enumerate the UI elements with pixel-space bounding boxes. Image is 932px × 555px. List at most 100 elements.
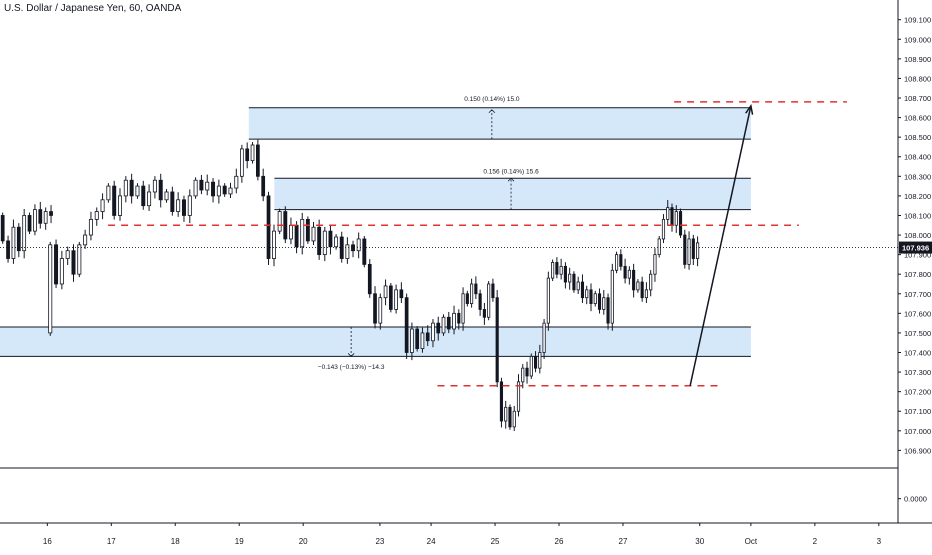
candle-body [59, 258, 64, 285]
candle-body [129, 179, 134, 197]
candle-body [657, 238, 661, 256]
candle-body [100, 199, 105, 212]
candle-body [436, 322, 441, 334]
candle-body [474, 283, 478, 295]
candle-body [602, 297, 606, 310]
candle-body [383, 285, 388, 299]
candle-body [678, 211, 683, 236]
y-tick-label: 108.100 [904, 211, 931, 220]
chart-title: U.S. Dollar / Japanese Yen, 60, OANDA [4, 3, 182, 14]
zone-middle [274, 178, 751, 210]
candle-body [0, 215, 5, 242]
candle-body [516, 381, 521, 412]
candle-body [589, 289, 593, 304]
candle-body [580, 281, 585, 299]
measure-lower-arrowhead [347, 353, 355, 357]
candle-body [499, 381, 504, 422]
candle-body [666, 207, 670, 220]
candle-body [404, 297, 409, 353]
last-price-label: 107.936 [902, 244, 929, 253]
candle-body [118, 195, 123, 216]
candle-body [277, 211, 282, 232]
candle-body [38, 209, 43, 224]
candle-body [112, 185, 117, 216]
y-tick-label: 107.500 [904, 329, 931, 338]
candle-body [572, 273, 576, 291]
trend-arrow-line [689, 105, 752, 386]
y-tick-label: 108.000 [904, 231, 931, 240]
x-tick-label: 18 [171, 537, 180, 546]
candle-body [619, 254, 623, 267]
y-tick-label: 106.900 [904, 446, 931, 455]
candle-body [362, 238, 367, 265]
candle-body [288, 224, 293, 240]
last-price-badge [899, 241, 932, 254]
x-tick-label: 3 [877, 537, 882, 546]
candle-body [54, 244, 59, 285]
candle-body [653, 254, 657, 275]
candle-body [356, 238, 361, 252]
candle-body [470, 283, 474, 304]
candle-body [683, 234, 687, 265]
zone-lower [0, 327, 751, 357]
candle-body [272, 230, 276, 259]
candle-body [141, 185, 146, 207]
candle-body [529, 356, 533, 377]
candle-body [441, 316, 446, 334]
x-tick-label: 2 [813, 537, 818, 546]
candles-layer [0, 139, 700, 432]
x-tick-label: 23 [375, 537, 384, 546]
measure-middle-label: 0.156 (0.14%) 15.6 [483, 168, 539, 175]
candle-body [670, 207, 674, 226]
candle-body [640, 281, 644, 299]
y-tick-label: 109.100 [904, 16, 931, 25]
y-tick-label: 107.900 [904, 251, 931, 260]
candle-body [339, 236, 344, 259]
candle-body [465, 293, 469, 304]
y-tick-label: 109.000 [904, 35, 931, 44]
candle-body [294, 224, 299, 248]
y-tick-label: 108.300 [904, 172, 931, 181]
candle-body [33, 209, 37, 232]
candle-body [593, 293, 597, 304]
candle-body [22, 215, 27, 252]
y-tick-label: 108.400 [904, 153, 931, 162]
candle-body [388, 285, 393, 310]
candle-body [542, 322, 546, 353]
trend-arrow-head [745, 103, 754, 115]
candle-body [610, 269, 614, 324]
candle-body [446, 316, 451, 330]
candle-body [394, 289, 398, 310]
candle-body [123, 179, 128, 197]
candle-body [345, 244, 350, 259]
x-tick-label: 17 [107, 537, 116, 546]
candle-body [43, 211, 48, 224]
measure-upper-label: 0.150 (0.14%) 15.0 [464, 96, 520, 103]
candle-body [305, 218, 310, 242]
candle-body [83, 234, 88, 246]
y-tick-label: 108.500 [904, 133, 931, 142]
candle-body [696, 242, 700, 259]
candle-body [88, 218, 93, 236]
zone-upper [248, 107, 751, 140]
candle-body [482, 309, 486, 318]
x-tick-label: 20 [299, 537, 308, 546]
levels-layer [0, 101, 898, 387]
indicator-tick-label: 0.0000 [904, 495, 927, 504]
candle-body [311, 226, 316, 242]
candle-body [525, 367, 529, 377]
candle-body [334, 236, 339, 248]
candle-body [461, 293, 465, 324]
candle-body [555, 262, 559, 275]
candle-body [170, 191, 175, 212]
candle-body [205, 181, 210, 191]
candle-body [181, 199, 186, 216]
y-tick-label: 108.900 [904, 55, 931, 64]
candle-body [176, 199, 181, 212]
candle-body [632, 269, 636, 291]
y-tick-label: 107.800 [904, 270, 931, 279]
candle-body [16, 226, 21, 252]
candle-body [106, 185, 111, 201]
